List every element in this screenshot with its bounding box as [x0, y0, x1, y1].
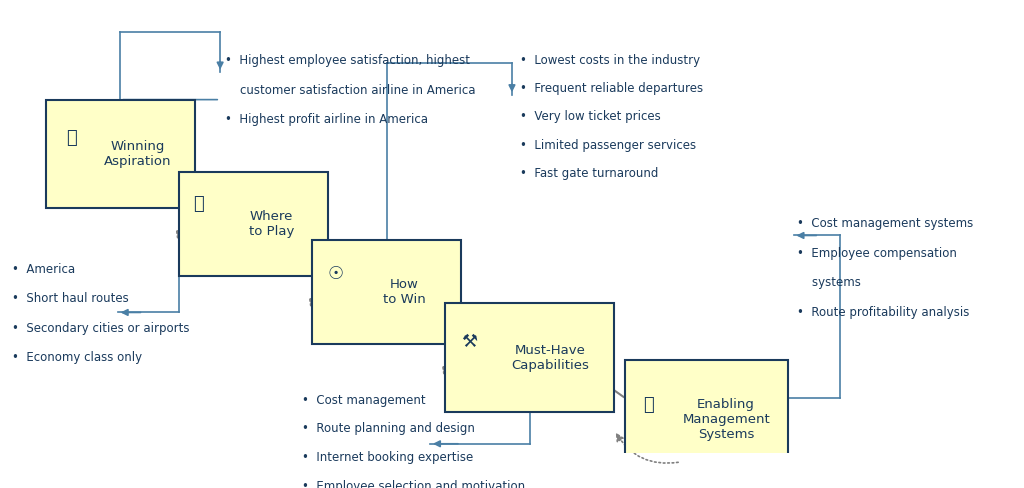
- Text: •  Highest profit airline in America: • Highest profit airline in America: [225, 113, 428, 126]
- Text: •  Very low ticket prices: • Very low ticket prices: [520, 110, 660, 123]
- Text: •  Fast gate turnaround: • Fast gate turnaround: [520, 166, 658, 180]
- Text: •  Short haul routes: • Short haul routes: [12, 292, 129, 305]
- Text: •  Lowest costs in the industry: • Lowest costs in the industry: [520, 54, 700, 67]
- Text: customer satisfaction airline in America: customer satisfaction airline in America: [225, 84, 476, 97]
- Text: ☉: ☉: [328, 265, 344, 283]
- Text: 🗺︎: 🗺︎: [195, 195, 205, 213]
- Text: Enabling
Management
Systems: Enabling Management Systems: [682, 399, 770, 442]
- Text: •  Employee selection and motivation: • Employee selection and motivation: [302, 480, 525, 488]
- Text: •  Cost management systems: • Cost management systems: [797, 217, 973, 230]
- Text: How
to Win: How to Win: [383, 278, 426, 306]
- Text: systems: systems: [797, 276, 860, 289]
- Text: ⎈: ⎈: [643, 396, 653, 414]
- Text: •  Frequent reliable departures: • Frequent reliable departures: [520, 82, 703, 96]
- Text: •  Route planning and design: • Route planning and design: [302, 423, 475, 435]
- Text: •  Employee compensation: • Employee compensation: [797, 247, 956, 260]
- Text: •  Limited passenger services: • Limited passenger services: [520, 139, 696, 152]
- Text: ⚒: ⚒: [461, 333, 477, 351]
- Text: Where
to Play: Where to Play: [249, 210, 294, 238]
- FancyBboxPatch shape: [46, 100, 195, 208]
- Text: •  Highest employee satisfaction, highest: • Highest employee satisfaction, highest: [225, 54, 470, 67]
- Text: Must-Have
Capabilities: Must-Have Capabilities: [511, 344, 589, 372]
- Text: ⛰: ⛰: [67, 129, 77, 147]
- Text: •  Route profitability analysis: • Route profitability analysis: [797, 305, 969, 319]
- Text: •  Internet booking expertise: • Internet booking expertise: [302, 451, 473, 464]
- Text: •  Economy class only: • Economy class only: [12, 351, 142, 364]
- FancyBboxPatch shape: [179, 172, 328, 276]
- FancyBboxPatch shape: [312, 240, 461, 344]
- Text: •  Secondary cities or airports: • Secondary cities or airports: [12, 322, 189, 334]
- Text: Winning
Aspiration: Winning Aspiration: [104, 140, 172, 168]
- Text: •  Cost management: • Cost management: [302, 394, 426, 407]
- FancyBboxPatch shape: [445, 304, 614, 412]
- Text: •  America: • America: [12, 263, 76, 276]
- FancyBboxPatch shape: [625, 360, 788, 480]
